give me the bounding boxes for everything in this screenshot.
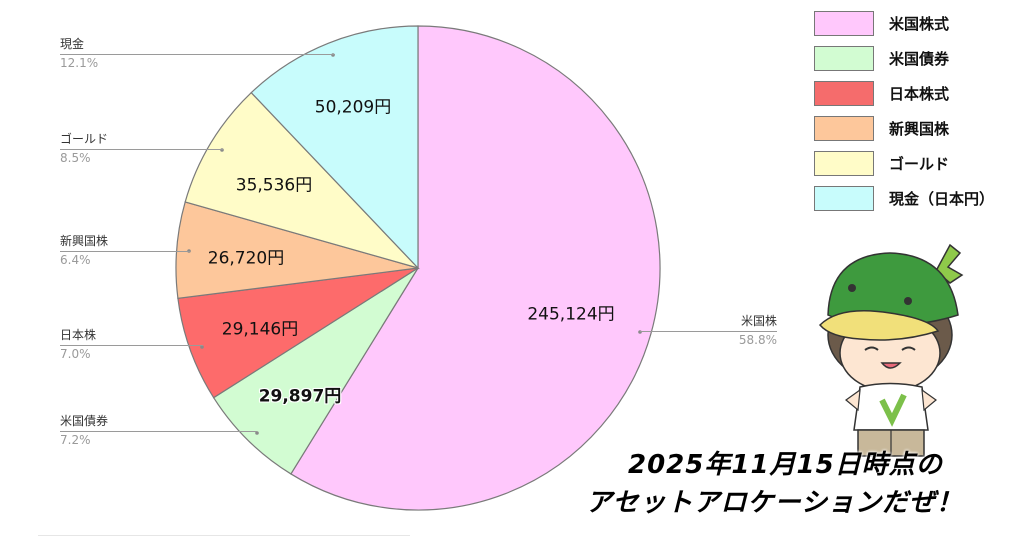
callout-percent: 58.8% — [738, 333, 777, 347]
callout-name: 日本株 — [60, 328, 97, 342]
legend-item-us-stock: 米国株式 — [814, 6, 994, 41]
legend-label: 米国株式 — [889, 15, 950, 33]
legend-label: 新興国株 — [889, 120, 950, 138]
pie-slice — [290, 25, 661, 511]
slice-label-jp-stock: 29,146円 — [221, 319, 299, 340]
leader-line — [60, 149, 223, 150]
legend-label: ゴールド — [889, 155, 950, 173]
pie-slice — [212, 267, 419, 475]
callout-name: 米国債券 — [60, 414, 109, 428]
leader-dot — [200, 345, 204, 349]
pie-slice — [184, 91, 420, 270]
legend-swatch — [814, 186, 874, 211]
legend-swatch — [814, 81, 874, 106]
legend-item-gold: ゴールド — [814, 146, 994, 181]
legend-swatch — [814, 116, 874, 141]
legend-label: 日本株式 — [889, 85, 950, 103]
callout-name: 現金 — [60, 37, 85, 51]
slice-label-us-bond: 29,897円 — [258, 386, 342, 407]
legend-label: 現金（日本円） — [889, 190, 995, 208]
legend-swatch — [814, 151, 874, 176]
mascot-illustration — [818, 243, 964, 457]
leader-line — [60, 54, 335, 55]
slice-label-cash: 50,209円 — [314, 97, 392, 118]
footer-divider — [38, 535, 410, 536]
caption-line-1: 2025年11月15日時点の — [628, 450, 943, 480]
callout-percent: 6.4% — [60, 253, 91, 267]
callout-percent: 12.1% — [60, 56, 99, 70]
leader-line — [640, 331, 777, 332]
slice-label-us-stock: 245,124円 — [527, 304, 615, 325]
legend-item-em-stock: 新興国株 — [814, 111, 994, 146]
callout-name: ゴールド — [60, 132, 109, 146]
legend-label: 米国債券 — [889, 50, 950, 68]
pie-slice — [250, 25, 419, 270]
slice-label-em-stock: 26,720円 — [207, 248, 285, 269]
callout-name: 新興国株 — [60, 234, 109, 248]
callout-percent: 8.5% — [60, 151, 91, 165]
legend-swatch — [814, 11, 874, 36]
legend-item-us-bond: 米国債券 — [814, 41, 994, 76]
callout-percent: 7.0% — [60, 347, 91, 361]
callout-jp-stock: 日本株 7.0% — [60, 328, 203, 362]
leader-line — [60, 345, 203, 346]
pie-slices — [175, 25, 661, 511]
caption-line-2: アセットアロケーションだぜ！ — [586, 488, 963, 518]
caption-text: 2025年11月15日時点の アセットアロケーションだぜ！ — [586, 446, 963, 522]
callout-us-stock: 米国株 58.8% — [640, 314, 777, 348]
leader-line — [60, 251, 190, 252]
callout-cash: 現金 12.1% — [60, 37, 335, 71]
leader-line — [60, 431, 257, 432]
callout-us-bond: 米国債券 7.2% — [60, 414, 257, 448]
callout-name: 米国株 — [740, 314, 777, 328]
callout-percent: 7.2% — [60, 433, 91, 447]
callout-em-stock: 新興国株 6.4% — [60, 234, 190, 268]
slice-label-gold: 35,536円 — [235, 175, 313, 196]
leader-dot — [255, 431, 259, 435]
legend-swatch — [814, 46, 874, 71]
callout-gold: ゴールド 8.5% — [60, 132, 223, 166]
legend-item-cash: 現金（日本円） — [814, 181, 994, 216]
chart-legend: 米国株式 米国債券 日本株式 新興国株 ゴールド 現金（日本円） — [814, 6, 994, 216]
pie-slice — [177, 267, 419, 399]
legend-item-jp-stock: 日本株式 — [814, 76, 994, 111]
